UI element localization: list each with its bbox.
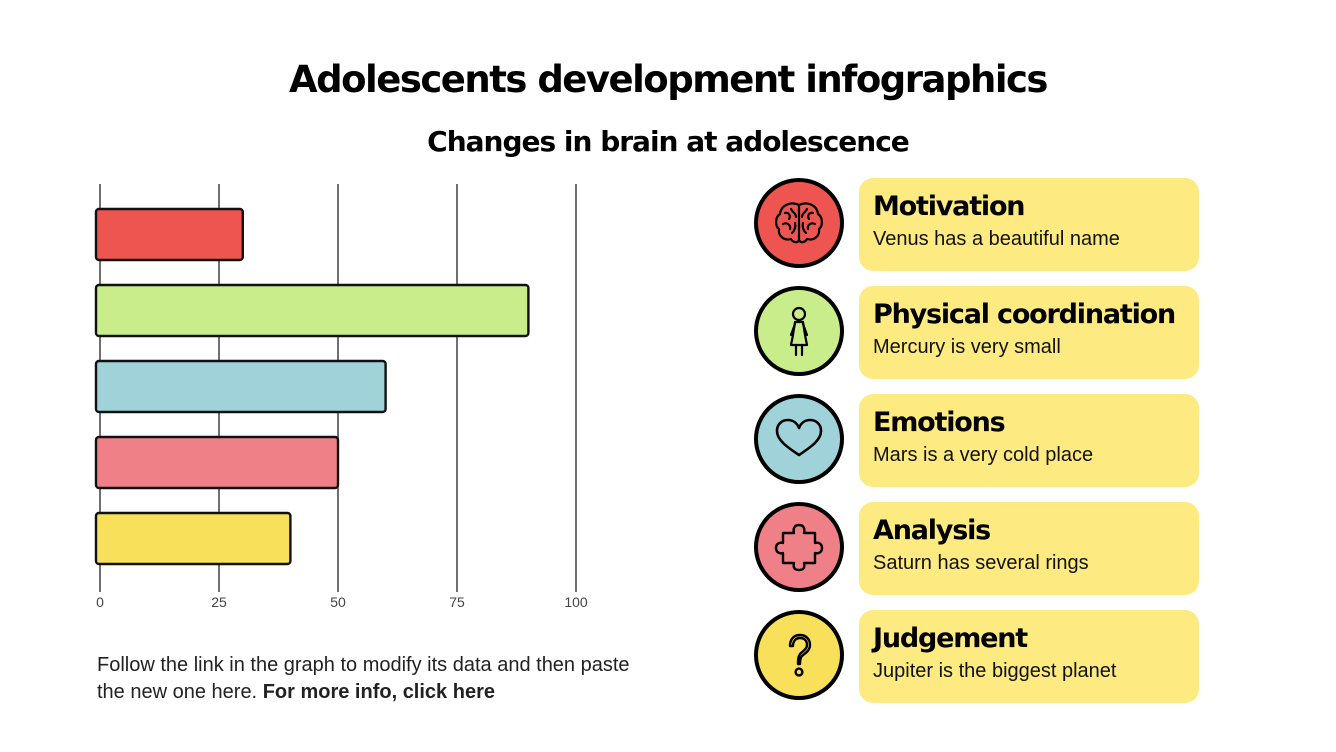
- item-card: Analysis Saturn has several rings: [859, 502, 1199, 595]
- item-card: Physical coordination Mercury is very sm…: [859, 286, 1199, 379]
- item-description: Jupiter is the biggest planet: [873, 660, 1117, 682]
- x-tick-label: 0: [96, 594, 104, 610]
- item-description: Mercury is very small: [873, 336, 1061, 358]
- puzzle-icon: [774, 523, 824, 572]
- list-item-physical-coordination: Physical coordination Mercury is very sm…: [752, 284, 1202, 379]
- item-title: Motivation: [873, 191, 1026, 222]
- item-title: Analysis: [873, 515, 991, 546]
- list-item-judgement: Judgement Jupiter is the biggest planet: [752, 608, 1202, 703]
- bar-analysis[interactable]: [94, 435, 340, 490]
- bar-emotions[interactable]: [94, 359, 387, 414]
- item-card: Motivation Venus has a beautiful name: [859, 178, 1199, 271]
- bar-motivation[interactable]: [94, 207, 245, 262]
- bar-judgement[interactable]: [94, 511, 292, 566]
- brain-icon: [775, 202, 823, 244]
- child-icon: [789, 306, 809, 357]
- list-item-motivation: Motivation Venus has a beautiful name: [752, 176, 1202, 271]
- icon-circle: [754, 610, 844, 700]
- bar-chart[interactable]: 0 25 50 75 100: [80, 180, 620, 620]
- bar-physical-coordination[interactable]: [94, 283, 530, 338]
- x-tick-label: 50: [330, 594, 346, 610]
- icon-circle: [754, 286, 844, 376]
- x-tick-label: 25: [211, 594, 227, 610]
- more-info-link[interactable]: For more info, click here: [262, 681, 495, 703]
- list-item-analysis: Analysis Saturn has several rings: [752, 500, 1202, 595]
- item-title: Judgement: [873, 623, 1028, 654]
- x-tick-label: 75: [449, 594, 465, 610]
- x-tick-label: 100: [564, 594, 588, 610]
- item-description: Saturn has several rings: [873, 552, 1089, 574]
- icon-circle: [754, 178, 844, 268]
- icon-circle: [754, 394, 844, 484]
- list-item-emotions: Emotions Mars is a very cold place: [752, 392, 1202, 487]
- item-description: Venus has a beautiful name: [873, 228, 1120, 250]
- item-card: Emotions Mars is a very cold place: [859, 394, 1199, 487]
- heart-icon: [775, 418, 823, 457]
- footnote: Follow the link in the graph to modify i…: [97, 652, 657, 706]
- item-title: Physical coordination: [873, 299, 1176, 330]
- footnote-text: Follow the link in the graph to modify i…: [97, 654, 630, 703]
- question-icon: [788, 633, 812, 677]
- page-title: Adolescents development infographics: [289, 58, 1048, 101]
- page-subtitle: Changes in brain at adolescence: [427, 125, 910, 158]
- item-title: Emotions: [873, 407, 1006, 438]
- item-card: Judgement Jupiter is the biggest planet: [859, 610, 1199, 703]
- item-description: Mars is a very cold place: [873, 444, 1094, 466]
- icon-circle: [754, 502, 844, 592]
